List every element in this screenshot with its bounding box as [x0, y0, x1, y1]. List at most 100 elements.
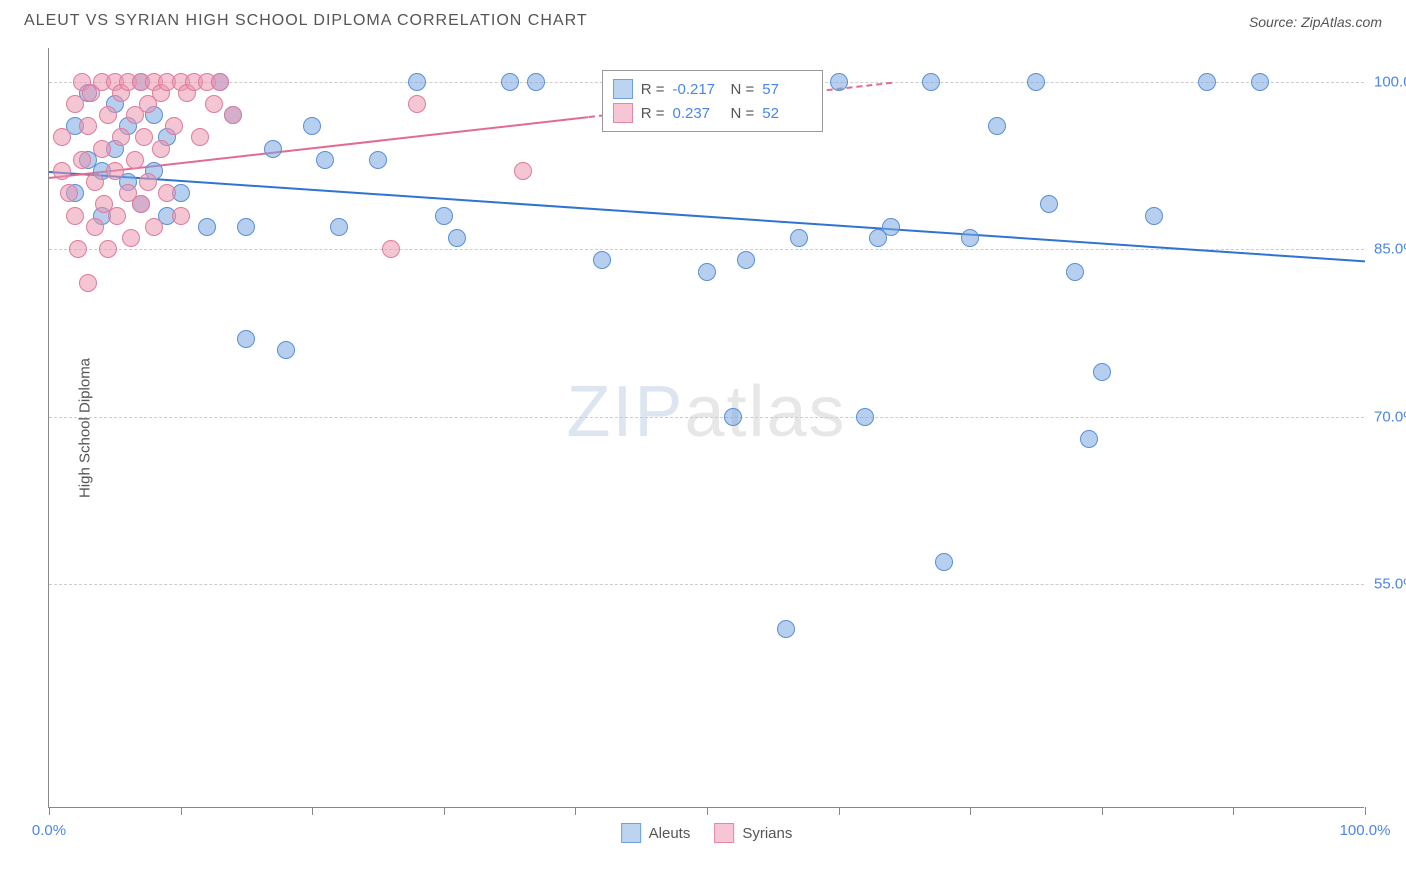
data-point — [211, 73, 229, 91]
data-point — [408, 73, 426, 91]
x-tick-label: 100.0% — [1340, 822, 1391, 839]
data-point — [135, 128, 153, 146]
data-point — [158, 184, 176, 202]
data-point — [122, 229, 140, 247]
data-point — [106, 162, 124, 180]
watermark: ZIPatlas — [566, 371, 846, 453]
data-point — [1066, 263, 1084, 281]
data-point — [86, 173, 104, 191]
data-point — [737, 251, 755, 269]
data-point — [501, 73, 519, 91]
scatter-chart: High School Diploma ZIPatlas 55.0%70.0%8… — [48, 48, 1364, 808]
data-point — [139, 173, 157, 191]
legend-item: Syrians — [714, 823, 792, 843]
data-point — [448, 229, 466, 247]
data-point — [698, 263, 716, 281]
data-point — [126, 151, 144, 169]
data-point — [145, 218, 163, 236]
data-point — [198, 218, 216, 236]
data-point — [856, 408, 874, 426]
data-point — [79, 117, 97, 135]
r-label: R = — [641, 105, 665, 122]
data-point — [1093, 363, 1111, 381]
x-tick-label: 0.0% — [32, 822, 66, 839]
gridline — [49, 584, 1364, 585]
data-point — [922, 73, 940, 91]
x-tick — [312, 807, 313, 815]
x-tick — [707, 807, 708, 815]
r-value: 0.237 — [672, 105, 722, 122]
series-legend: Aleuts Syrians — [621, 823, 793, 843]
data-point — [988, 117, 1006, 135]
data-point — [527, 73, 545, 91]
legend-swatch — [714, 823, 734, 843]
data-point — [152, 140, 170, 158]
data-point — [1080, 430, 1098, 448]
legend-swatch — [621, 823, 641, 843]
data-point — [53, 162, 71, 180]
x-tick — [444, 807, 445, 815]
data-point — [172, 207, 190, 225]
x-tick — [1233, 807, 1234, 815]
data-point — [830, 73, 848, 91]
n-value: 52 — [762, 105, 812, 122]
data-point — [408, 95, 426, 113]
data-point — [108, 207, 126, 225]
x-tick — [970, 807, 971, 815]
source-attribution: Source: ZipAtlas.com — [1249, 14, 1382, 30]
data-point — [66, 207, 84, 225]
watermark-atlas: atlas — [684, 372, 846, 452]
data-point — [205, 95, 223, 113]
data-point — [961, 229, 979, 247]
data-point — [99, 106, 117, 124]
data-point — [112, 128, 130, 146]
x-tick — [181, 807, 182, 815]
x-tick — [1102, 807, 1103, 815]
n-label: N = — [730, 105, 754, 122]
correlation-legend: R =-0.217N =57R =0.237N =52 — [602, 70, 824, 132]
data-point — [1251, 73, 1269, 91]
data-point — [69, 240, 87, 258]
x-tick — [49, 807, 50, 815]
r-value: -0.217 — [672, 81, 722, 98]
data-point — [60, 184, 78, 202]
n-label: N = — [730, 81, 754, 98]
gridline — [49, 417, 1364, 418]
data-point — [593, 251, 611, 269]
data-point — [53, 128, 71, 146]
data-point — [935, 553, 953, 571]
legend-row: R = 0.237 N = 52 — [613, 101, 813, 125]
data-point — [132, 195, 150, 213]
data-point — [73, 151, 91, 169]
legend-label: Syrians — [742, 825, 792, 842]
y-tick-label: 100.0% — [1374, 73, 1406, 90]
data-point — [86, 218, 104, 236]
data-point — [191, 128, 209, 146]
legend-swatch — [613, 79, 633, 99]
legend-label: Aleuts — [649, 825, 691, 842]
data-point — [514, 162, 532, 180]
data-point — [777, 620, 795, 638]
data-point — [1040, 195, 1058, 213]
data-point — [93, 140, 111, 158]
data-point — [66, 95, 84, 113]
data-point — [1027, 73, 1045, 91]
data-point — [237, 330, 255, 348]
data-point — [790, 229, 808, 247]
data-point — [330, 218, 348, 236]
data-point — [237, 218, 255, 236]
x-tick — [839, 807, 840, 815]
data-point — [1198, 73, 1216, 91]
legend-item: Aleuts — [621, 823, 691, 843]
y-tick-label: 70.0% — [1374, 408, 1406, 425]
chart-title: ALEUT VS SYRIAN HIGH SCHOOL DIPLOMA CORR… — [24, 12, 588, 30]
data-point — [264, 140, 282, 158]
legend-swatch — [613, 103, 633, 123]
data-point — [303, 117, 321, 135]
data-point — [435, 207, 453, 225]
y-tick-label: 55.0% — [1374, 576, 1406, 593]
data-point — [99, 240, 117, 258]
gridline — [49, 249, 1364, 250]
data-point — [165, 117, 183, 135]
data-point — [224, 106, 242, 124]
